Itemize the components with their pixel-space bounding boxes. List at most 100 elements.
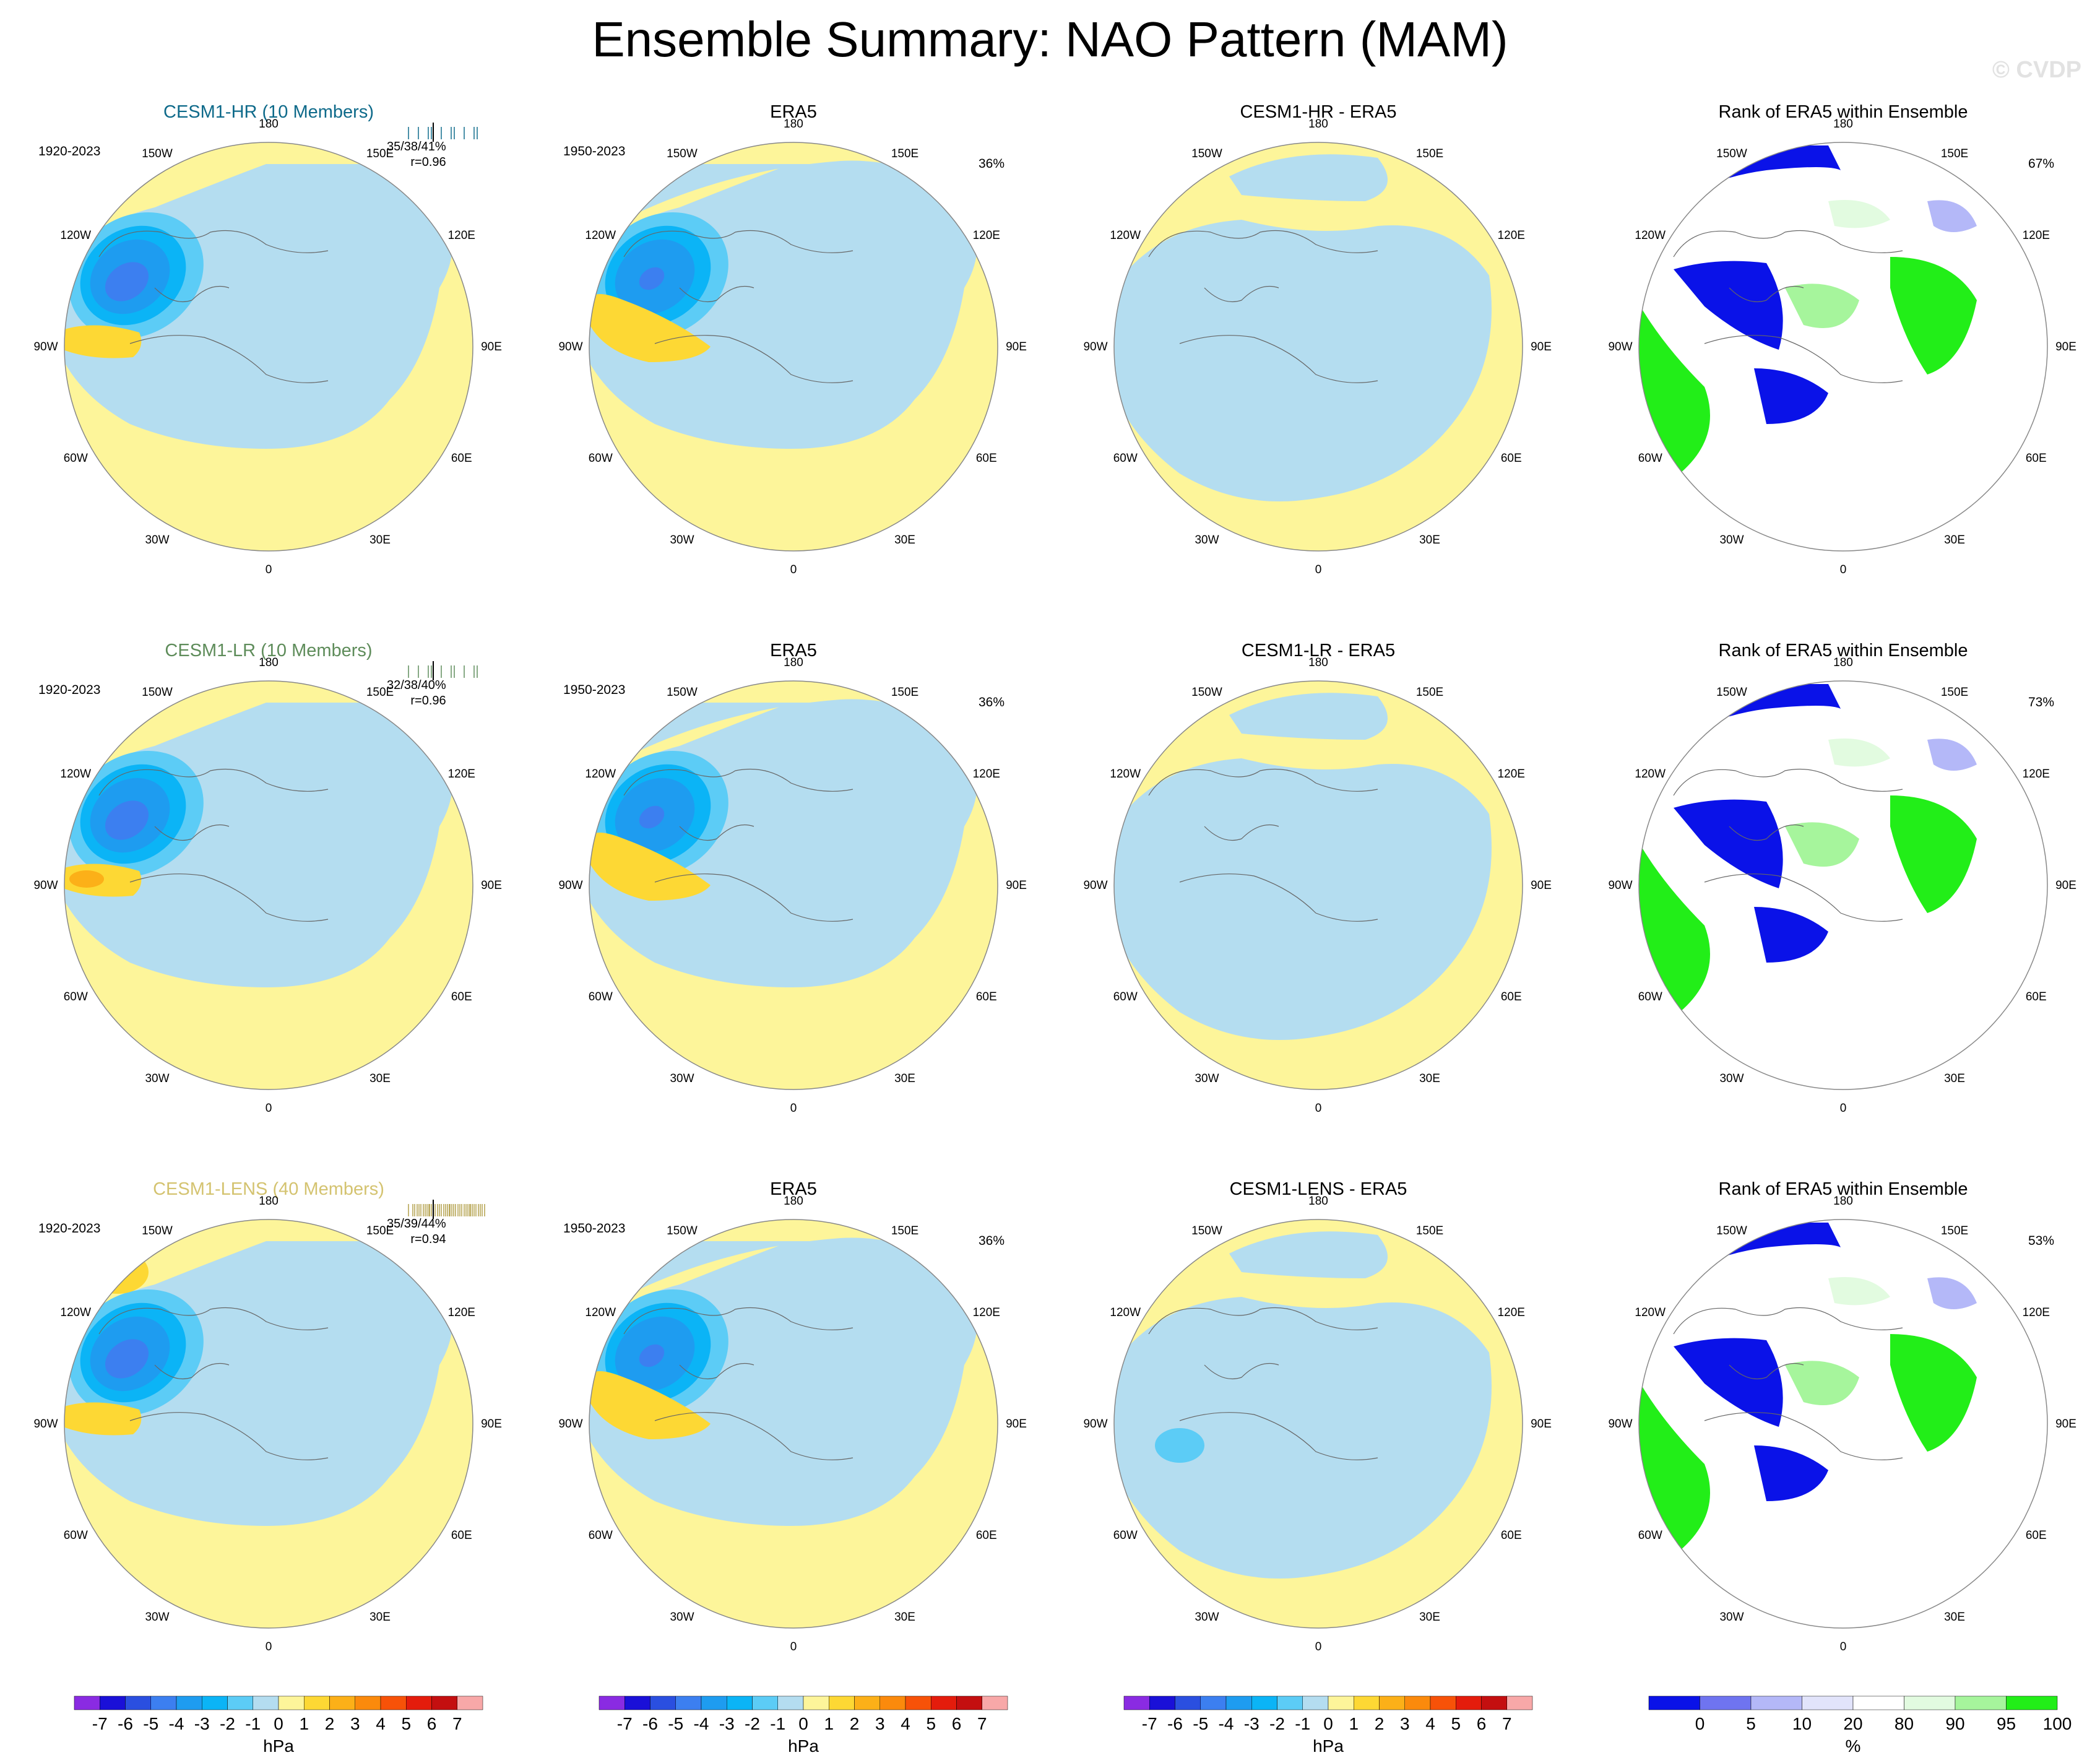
- colorbar-label: -3: [194, 1714, 210, 1733]
- colorbar-box: [1251, 1696, 1277, 1710]
- colorbar-label: 3: [1400, 1714, 1410, 1733]
- lon-label: 30W: [1195, 1611, 1219, 1624]
- colorbar-box: [1802, 1696, 1854, 1710]
- colorbar-label: -1: [245, 1714, 261, 1733]
- lon-label: 120W: [1110, 229, 1141, 242]
- map-outline: [589, 1219, 998, 1629]
- rank-region-8: [1927, 739, 1977, 771]
- map-outline: [1113, 680, 1523, 1090]
- panel-percent: 36%: [979, 695, 1005, 709]
- lon-label: 90E: [481, 340, 502, 353]
- lon-label: 120W: [585, 768, 616, 781]
- coastline-2: [1179, 1412, 1378, 1460]
- coastline-2: [1704, 335, 1903, 383]
- colorbar-box: [1506, 1696, 1533, 1710]
- colorbar-label: 80: [1895, 1714, 1914, 1733]
- coastline-1: [1673, 769, 1903, 796]
- rank-region-8: [1927, 200, 1977, 232]
- map-outline: [1638, 142, 2048, 552]
- colorbar-box: [982, 1696, 1008, 1710]
- lon-label: 60E: [451, 452, 472, 465]
- panel-years: 1950-2023: [563, 144, 626, 158]
- lon-label: 90W: [558, 340, 582, 353]
- lon-label: 120W: [1635, 768, 1666, 781]
- lon-label: 90W: [558, 879, 582, 892]
- polar-map: 180 150E 120E 90E 60E 30E 0 30W 60W 90W 120W 150W: [1608, 656, 2076, 1115]
- panel-cesm1-lens-rank: Rank of ERA5 within Ensemble 53% 180 150E…: [1581, 1179, 2100, 1712]
- lon-label: 180: [259, 118, 279, 131]
- lon-label: 60W: [1638, 452, 1662, 465]
- map-outline: [1113, 142, 1523, 552]
- colorbar-box: [1404, 1696, 1431, 1710]
- coastline-1: [98, 769, 329, 796]
- coastline-2: [654, 1412, 853, 1460]
- coastline-2: [129, 873, 329, 922]
- lon-label: 60E: [2026, 990, 2047, 1003]
- rank-region-2: [1674, 1338, 1783, 1427]
- panel-years: 1950-2023: [563, 683, 626, 697]
- colorbar-box: [1456, 1696, 1482, 1710]
- colorbar-label: 7: [1502, 1714, 1512, 1733]
- rank-region-2: [1674, 799, 1783, 888]
- colorbar-hpa-1: -7 -6 -5 -4 -3 -2 -1 0 1 2 3 4 5 6 7 hPa: [74, 1696, 483, 1756]
- lon-label: 30E: [1944, 1611, 1965, 1624]
- colorbar-box: [1328, 1696, 1354, 1710]
- negative-field: [1114, 220, 1492, 501]
- panel-cesm1-lr-rank: Rank of ERA5 within Ensemble 73% 180 150E…: [1581, 641, 2100, 1173]
- colorbar-box: [457, 1696, 483, 1710]
- neg-contour-2: [1155, 1428, 1204, 1463]
- polar-map: 180 150E 120E 90E 60E 30E 0 30W 60W 90W 120W 150W: [558, 656, 1026, 1115]
- panel-cesm1-lr-model: CESM1-LR (10 Members) 1920-2023 32/38/40…: [6, 641, 531, 1173]
- panel-title: ERA5: [770, 641, 817, 661]
- colorbar-label: 90: [1945, 1714, 1964, 1733]
- rank-region-3: [1754, 1445, 1828, 1501]
- lon-label: 60E: [976, 990, 997, 1003]
- coastline-1: [1148, 1307, 1378, 1335]
- rank-region-7: [1828, 739, 1890, 767]
- lon-label: 30W: [1719, 534, 1744, 547]
- panel-stats: 32/38/40% r=0.96: [387, 678, 446, 709]
- rank-region-3: [1754, 907, 1828, 963]
- rank-region-5: [1890, 257, 1977, 375]
- lon-label: 90W: [1608, 1418, 1632, 1431]
- pos-contour-1: [590, 294, 711, 362]
- panel-cesm1-hr-model: CESM1-HR (10 Members) 1920-2023 35/38/41…: [6, 102, 531, 635]
- lon-label: 30E: [369, 534, 391, 547]
- coastline-2: [1179, 335, 1378, 383]
- lon-label: 180: [1308, 1195, 1328, 1208]
- lon-label: 90E: [1531, 879, 1552, 892]
- lon-label: 120E: [1498, 229, 1525, 242]
- colorbar-label: -1: [1295, 1714, 1310, 1733]
- colorbar-label: 2: [850, 1714, 860, 1733]
- coastline-1: [623, 1307, 853, 1335]
- lon-label: 120E: [973, 1306, 1000, 1319]
- lon-label: 120E: [2023, 229, 2050, 242]
- lon-label: 60W: [64, 1529, 88, 1542]
- colorbar-hpa-2: -7 -6 -5 -4 -3 -2 -1 0 1 2 3 4 5 6 7 hPa: [598, 1696, 1008, 1756]
- panel-stats: 35/39/44% r=0.94: [387, 1216, 446, 1247]
- panel-stat-r: r=0.96: [410, 155, 446, 169]
- rank-region-6: [1785, 284, 1859, 328]
- colorbar-box: [380, 1696, 407, 1710]
- lon-label: 30E: [1419, 534, 1440, 547]
- panel-stat-r: r=0.94: [410, 1232, 446, 1246]
- pacific-neg: [1229, 154, 1388, 201]
- colorbar-label: 2: [1375, 1714, 1385, 1733]
- lon-label: 150W: [667, 1224, 698, 1237]
- lon-label: 60W: [1638, 1529, 1662, 1542]
- neg-contour-5: [639, 1344, 665, 1367]
- lon-label: 0: [266, 563, 272, 576]
- lon-label: 60W: [1113, 452, 1138, 465]
- panel-title: Rank of ERA5 within Ensemble: [1718, 102, 1968, 122]
- panel-cesm1-lens-diff: CESM1-LENS - ERA5 180 150E 120E 90E 60E 30E 0 3…: [1056, 1179, 1581, 1712]
- panel-percent: 67%: [2028, 157, 2055, 171]
- polar-map: 180 150E 120E 90E 60E 30E 0 30W 60W 90W 120W 150W: [1083, 118, 1551, 576]
- panel-cesm1-hr-obs: ERA5 1950-2023 36% 180 150E 120E 90E 60E 30E 0…: [531, 102, 1056, 635]
- coastline-3: [1204, 824, 1279, 841]
- panel-title: ERA5: [770, 102, 817, 122]
- negative-field: [1114, 758, 1492, 1040]
- colorbar-box: [1175, 1696, 1201, 1710]
- panel-title: CESM1-HR - ERA5: [1240, 102, 1397, 122]
- panel-cesm1-hr-diff: CESM1-HR - ERA5 180 150E 120E 90E 60E 30E 0 30W…: [1056, 102, 1581, 635]
- lon-label: 90E: [2055, 879, 2076, 892]
